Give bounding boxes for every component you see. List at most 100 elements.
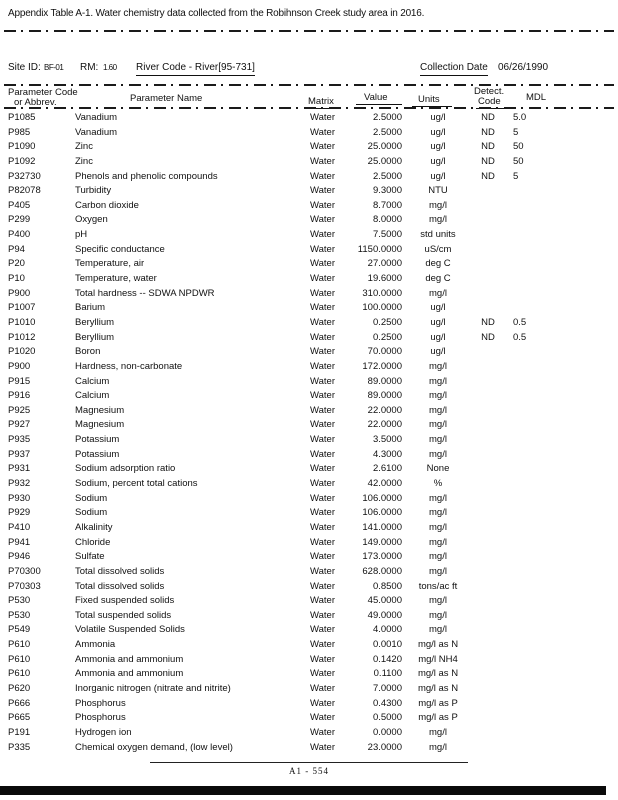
cell-detect: ND [481, 141, 495, 153]
table-row: P1020 Boron Water 70.0000 ug/l [0, 345, 618, 360]
cell-value: 0.0000 [372, 726, 402, 738]
cell-code: P985 [8, 126, 31, 138]
cell-name: Temperature, air [75, 258, 145, 270]
cell-units: mg/l [429, 434, 447, 446]
table-row: P70300 Total dissolved solids Water 628.000… [0, 565, 618, 580]
cell-matrix: Water [310, 726, 335, 738]
cell-code: P299 [8, 214, 31, 226]
table-row: P935 Potassium Water 3.5000 mg/l [0, 433, 618, 448]
table-row: P1010 Beryllium Water 0.2500 ug/l ND 0.5 [0, 316, 618, 331]
header-parameter-name: Parameter Name [130, 93, 203, 104]
cell-matrix: Water [310, 478, 335, 490]
cell-matrix: Water [310, 565, 335, 577]
cell-name: Sodium [75, 507, 108, 519]
cell-value: 8.0000 [372, 214, 402, 226]
cell-units: mg/l [429, 390, 447, 402]
cell-value: 0.2500 [372, 331, 402, 343]
cell-name: Vanadium [75, 126, 118, 138]
cell-code: P10 [8, 273, 25, 285]
cell-code: P931 [8, 463, 31, 475]
cell-matrix: Water [310, 653, 335, 665]
table-row: P925 Magnesium Water 22.0000 mg/l [0, 404, 618, 419]
cell-code: P941 [8, 536, 31, 548]
header-value: Value [356, 92, 402, 105]
table-row: P915 Calcium Water 89.0000 mg/l [0, 375, 618, 390]
cell-value: 310.0000 [362, 287, 402, 299]
cell-value: 89.0000 [367, 375, 402, 387]
cell-value: 9.3000 [372, 185, 402, 197]
cell-units: mg/l NH4 [418, 653, 458, 665]
cell-code: P70303 [8, 580, 41, 592]
cell-units: ug/l [430, 331, 446, 343]
cell-matrix: Water [310, 697, 335, 709]
table-row: P941 Chloride Water 149.0000 mg/l [0, 536, 618, 551]
collection-date-value: 06/26/1990 [498, 62, 549, 73]
cell-matrix: Water [310, 155, 335, 167]
header-parameter-code-line1: Parameter Code [8, 87, 78, 98]
cell-value: 2.5000 [372, 170, 402, 182]
cell-name: Fixed suspended solids [75, 595, 175, 607]
cell-name: Zinc [75, 155, 93, 167]
cell-value: 106.0000 [362, 492, 402, 504]
header-parameter-code-line2: or Abbrev. [14, 97, 57, 108]
cell-code: P610 [8, 639, 31, 651]
cell-matrix: Water [310, 580, 335, 592]
table-row: P916 Calcium Water 89.0000 mg/l [0, 389, 618, 404]
cell-matrix: Water [310, 463, 335, 475]
cell-code: P405 [8, 199, 31, 211]
cell-matrix: Water [310, 609, 335, 621]
cell-code: P191 [8, 726, 31, 738]
cell-name: Phosphorus [75, 712, 126, 724]
table-row: P94 Specific conductance Water 1150.0000 uS/… [0, 243, 618, 258]
cell-units: mg/l [429, 595, 447, 607]
cell-value: 0.5000 [372, 712, 402, 724]
cell-code: P32730 [8, 170, 41, 182]
cell-code: P665 [8, 712, 31, 724]
cell-name: Alkalinity [75, 521, 113, 533]
cell-units: ug/l [430, 141, 446, 153]
cell-name: Boron [75, 346, 101, 358]
cell-value: 45.0000 [367, 595, 402, 607]
cell-code: P916 [8, 390, 31, 402]
cell-units: mg/l [429, 419, 447, 431]
cell-code: P70300 [8, 565, 41, 577]
table-row: P299 Oxygen Water 8.0000 mg/l [0, 213, 618, 228]
cell-name: Hardness, non-carbonate [75, 360, 183, 372]
cell-mdl: 50 [513, 141, 524, 153]
cell-value: 27.0000 [367, 258, 402, 270]
cell-units: mg/l as N [417, 668, 459, 680]
cell-code: P1085 [8, 112, 36, 123]
cell-name: Sulfate [75, 551, 105, 563]
cell-matrix: Water [310, 521, 335, 533]
cell-code: P620 [8, 682, 31, 694]
table-row: P1007 Barium Water 100.0000 ug/l [0, 301, 618, 316]
cell-name: Potassium [75, 434, 120, 446]
cell-name: Temperature, water [75, 273, 157, 285]
cell-units: mg/l [429, 565, 447, 577]
cell-code: P927 [8, 419, 31, 431]
cell-units: mg/l as N [417, 639, 459, 651]
cell-value: 100.0000 [362, 302, 402, 314]
cell-value: 22.0000 [367, 419, 402, 431]
cell-mdl: 5.0 [513, 112, 527, 123]
cell-mdl: 0.5 [513, 316, 527, 328]
table-row: P900 Total hardness -- SDWA NPDWR Water 310… [0, 287, 618, 302]
cell-matrix: Water [310, 712, 335, 724]
table-row: P610 Ammonia Water 0.0010 mg/l as N [0, 638, 618, 653]
table-row: P70303 Total dissolved solids Water 0.8500 t… [0, 580, 618, 595]
table-row: P946 Sulfate Water 173.0000 mg/l [0, 550, 618, 565]
cell-name: Beryllium [75, 331, 115, 343]
cell-units: tons/ac ft [418, 580, 458, 592]
table-row: P82078 Turbidity Water 9.3000 NTU [0, 184, 618, 199]
cell-code: P935 [8, 434, 31, 446]
cell-matrix: Water [310, 199, 335, 211]
table-body: P1085 Vanadium Water 2.5000 ug/l ND 5.0 P985 Van… [0, 111, 618, 755]
cell-code: P915 [8, 375, 31, 387]
cell-matrix: Water [310, 360, 335, 372]
cell-units: mg/l [429, 536, 447, 548]
cell-value: 23.0000 [367, 741, 402, 753]
cell-code: P1012 [8, 331, 36, 343]
cell-units: ug/l [430, 112, 446, 123]
collection-date-label: Collection Date [420, 62, 488, 76]
